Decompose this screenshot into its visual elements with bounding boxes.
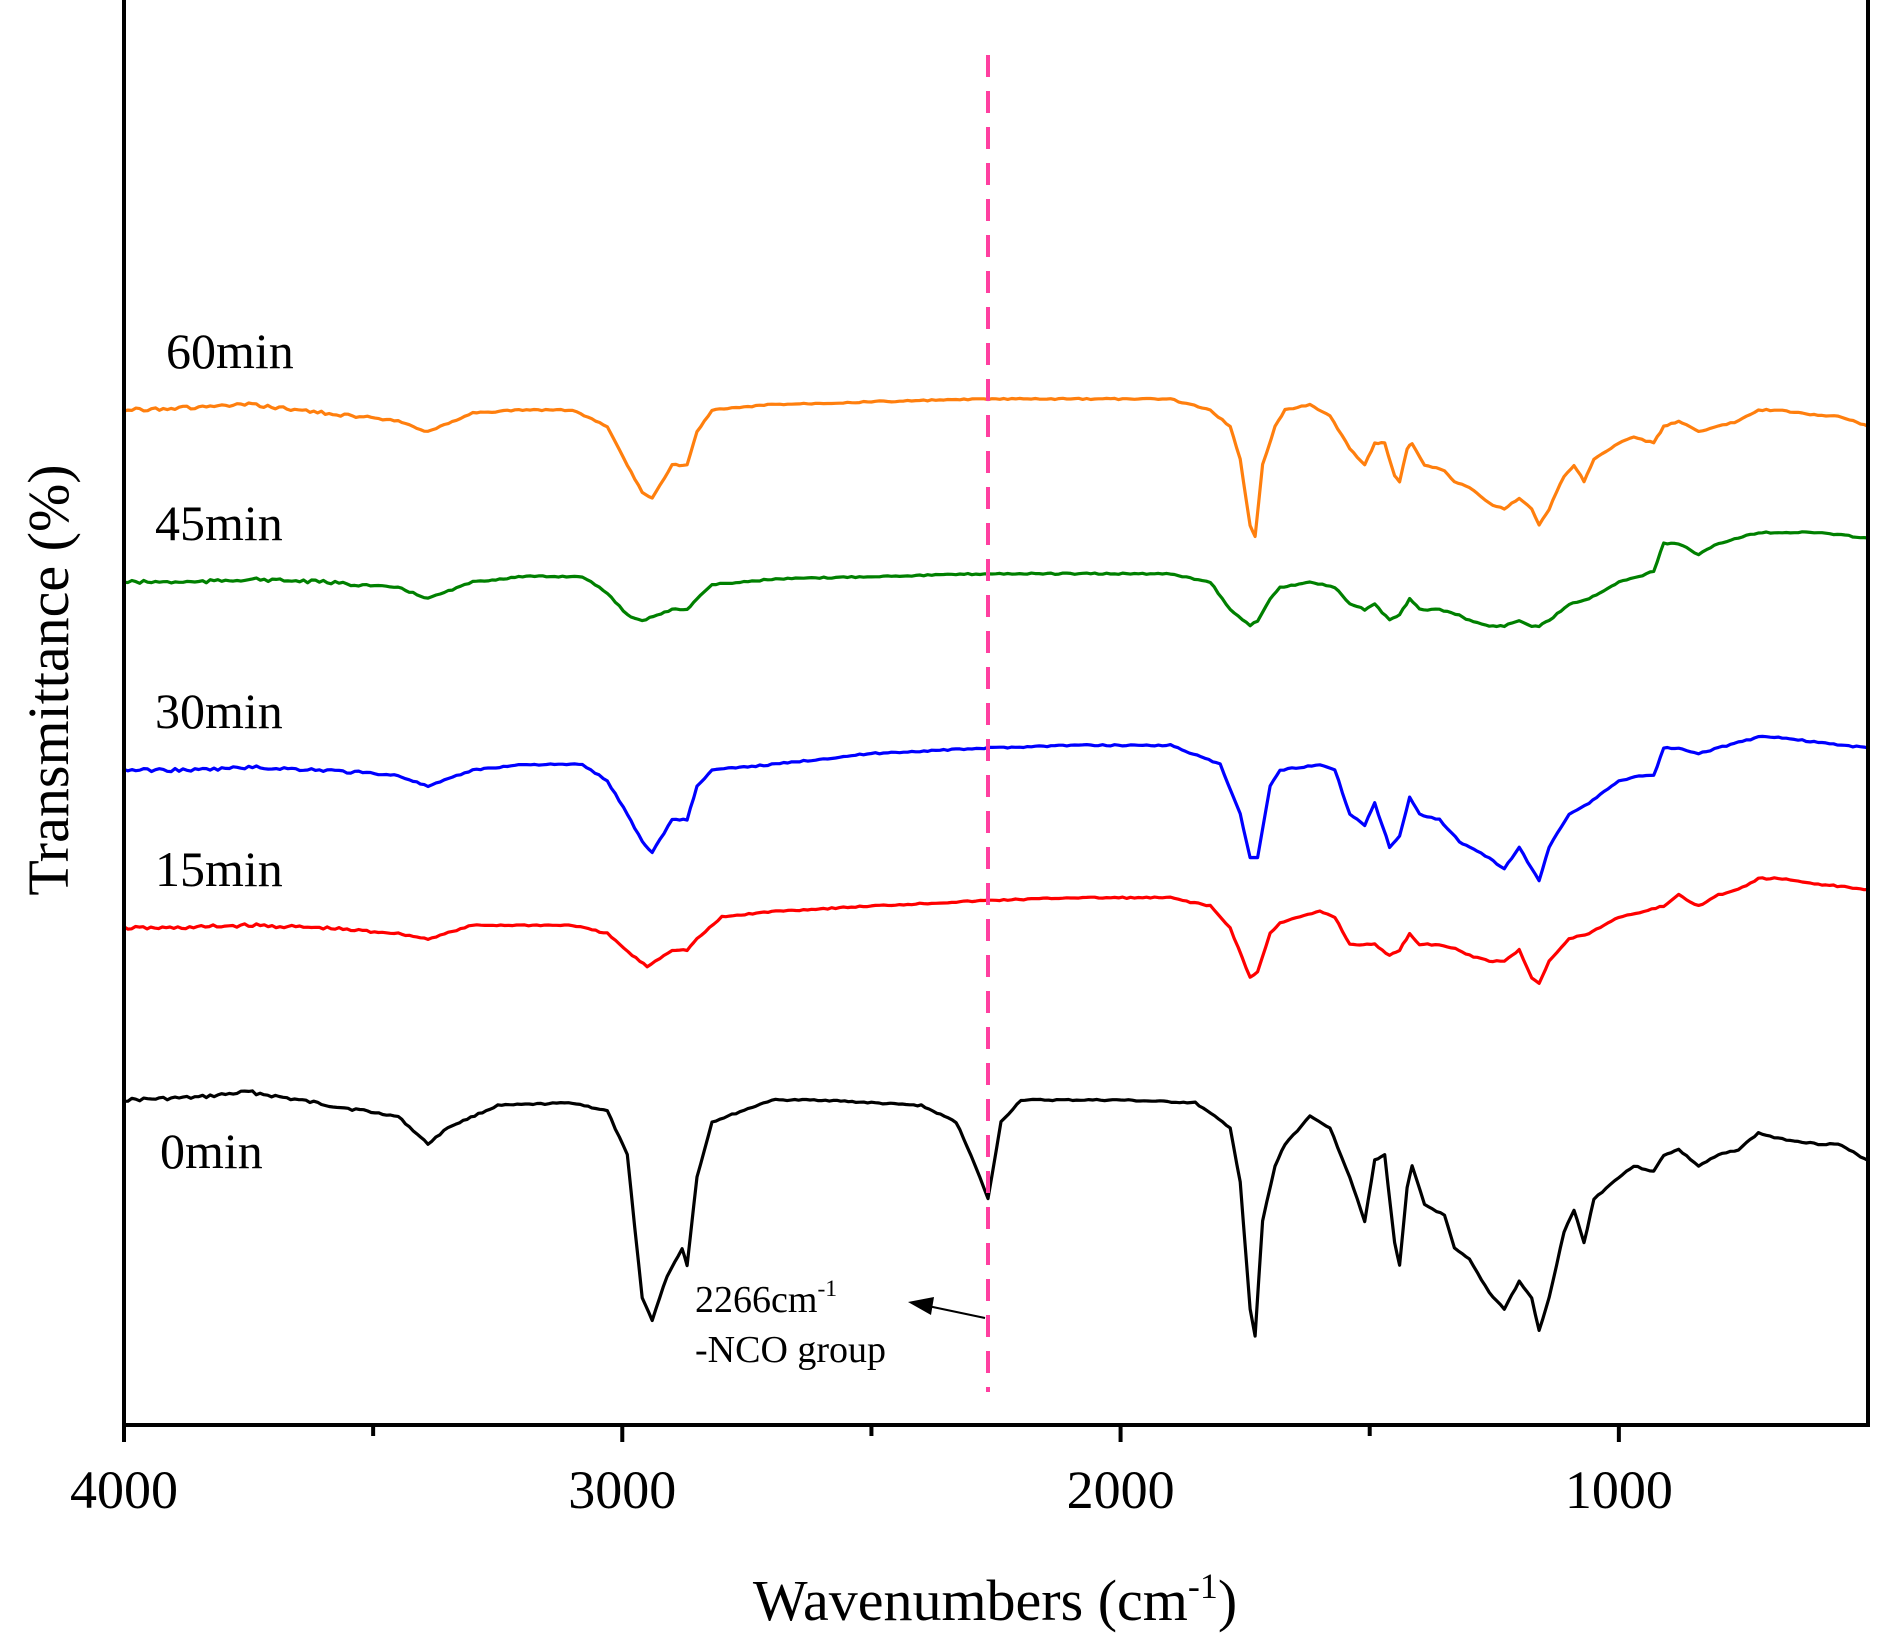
annotation-arrow-line	[927, 1305, 986, 1319]
x-tick-label: 4000	[70, 1460, 178, 1520]
annotation-arrow-head	[908, 1297, 934, 1315]
series-line-0min	[123, 1089, 1869, 1338]
series-label-0min: 0min	[160, 1123, 263, 1179]
nco-annotation: 2266cm-1 -NCO group	[695, 1276, 986, 1371]
x-axis-title: Wavenumbers (cm-1)	[753, 1566, 1237, 1633]
series-label-15min: 15min	[155, 841, 283, 897]
series-curves	[123, 396, 1869, 1338]
axes: 4000 3000 2000 1000	[70, 0, 1870, 1520]
series-line-30min	[123, 734, 1869, 883]
x-tick-label: 2000	[1067, 1460, 1175, 1520]
y-axis-title: Transmittance (%)	[16, 464, 81, 895]
x-tick-label: 3000	[568, 1460, 676, 1520]
annotation-wavenumber: 2266cm-1	[695, 1276, 837, 1321]
series-line-45min	[123, 530, 1869, 629]
series-label-45min: 45min	[155, 495, 283, 551]
annotation-group: -NCO group	[695, 1329, 886, 1371]
series-line-60min	[123, 396, 1869, 539]
series-label-30min: 30min	[155, 683, 283, 739]
series-labels: 0min 15min 30min 45min 60min	[155, 323, 294, 1179]
series-label-60min: 60min	[166, 323, 294, 379]
series-line-15min	[123, 876, 1869, 985]
x-tick-label: 1000	[1565, 1460, 1673, 1520]
x-ticks: 4000 3000 2000 1000	[70, 1425, 1673, 1520]
